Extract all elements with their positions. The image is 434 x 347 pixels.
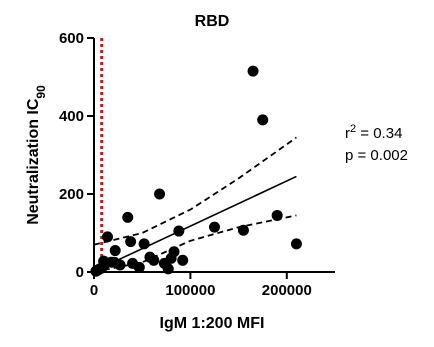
x-tick-label: 200000 bbox=[262, 282, 312, 299]
data-point bbox=[114, 259, 126, 271]
r-squared-superscript: 2 bbox=[350, 123, 356, 135]
data-point bbox=[162, 263, 174, 275]
y-tick-label: 200 bbox=[59, 186, 84, 203]
data-point bbox=[173, 225, 185, 237]
chart-axes bbox=[93, 38, 335, 273]
data-point bbox=[247, 65, 259, 77]
data-point bbox=[290, 238, 302, 250]
regression-line bbox=[93, 175, 297, 272]
data-point bbox=[154, 188, 166, 200]
y-tick-label: 0 bbox=[76, 264, 84, 281]
y-axis-label-subscript: 90 bbox=[34, 85, 48, 99]
data-point bbox=[138, 238, 150, 250]
data-point bbox=[122, 211, 134, 223]
x-tick-label: 100000 bbox=[165, 282, 215, 299]
data-point bbox=[209, 221, 220, 233]
y-tick-label: 400 bbox=[59, 108, 84, 125]
r-squared-value: = 0.34 bbox=[356, 125, 402, 142]
data-point bbox=[168, 246, 180, 258]
chart-ticks: 0 200 400 600 0 100000 200000 bbox=[59, 30, 312, 299]
x-axis-label: IgM 1:200 MFI bbox=[160, 315, 265, 332]
p-value-annotation: p = 0.002 bbox=[345, 147, 408, 164]
confidence-band-upper bbox=[93, 136, 297, 246]
data-point bbox=[177, 254, 189, 266]
data-point bbox=[148, 254, 160, 266]
y-axis-label-main: Neutralization IC bbox=[25, 98, 42, 225]
data-point bbox=[133, 261, 145, 273]
data-point bbox=[125, 236, 137, 248]
data-point bbox=[271, 209, 283, 221]
r-squared-prefix: r bbox=[345, 125, 350, 142]
confidence-band-lower bbox=[93, 214, 297, 273]
r-squared-annotation: r2 = 0.34 bbox=[345, 123, 402, 142]
data-point bbox=[257, 114, 269, 126]
data-point bbox=[101, 231, 113, 243]
x-tick-label: 0 bbox=[90, 282, 98, 299]
y-axis-label: Neutralization IC90 bbox=[25, 85, 48, 225]
y-tick-label: 600 bbox=[59, 30, 84, 47]
data-point bbox=[109, 245, 121, 257]
data-points bbox=[90, 65, 302, 277]
chart-title: RBD bbox=[195, 13, 230, 30]
data-point bbox=[237, 224, 249, 236]
